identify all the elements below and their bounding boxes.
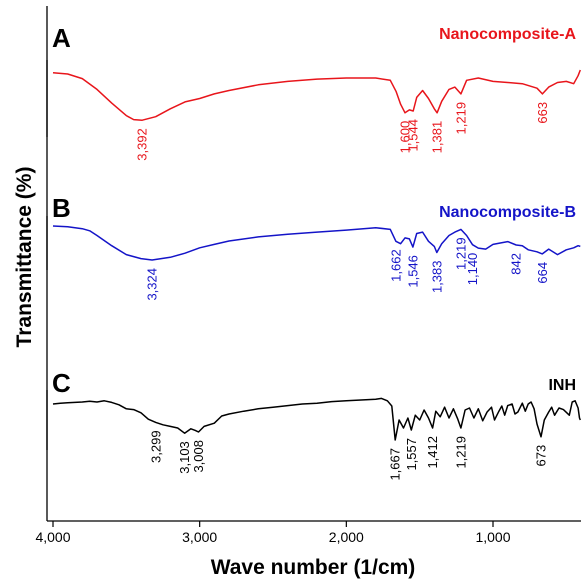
- peak-label: 1,546: [405, 255, 420, 288]
- panel-letter: C: [52, 368, 71, 398]
- peak-label: 3,392: [135, 128, 150, 161]
- peak-label: 3,008: [191, 440, 206, 473]
- peak-label: 1,662: [388, 249, 403, 282]
- series-name: INH: [548, 377, 576, 394]
- peak-label: 842: [509, 253, 524, 275]
- panel-b: B Nanocomposite-B 3,324 1,662 1,546 1,383 1,21…: [46, 193, 581, 301]
- x-tick-label: 3,000: [182, 529, 217, 545]
- series-line-b: [52, 225, 581, 261]
- peak-label: 663: [535, 102, 550, 124]
- series-name: Nanocomposite-A: [439, 26, 576, 43]
- peak-label: 3,324: [145, 268, 160, 301]
- plot-frame: [46, 6, 581, 522]
- peak-label: 1,381: [430, 121, 445, 154]
- x-tick-label: 4,000: [35, 529, 70, 545]
- peak-label: 1,412: [425, 436, 440, 469]
- x-tick-label: 2,000: [329, 529, 364, 545]
- peak-label: 1,140: [465, 253, 480, 286]
- peak-label: 1,600: [398, 121, 413, 154]
- peak-label: 1,219: [453, 237, 468, 270]
- panel-letter: B: [52, 193, 71, 223]
- peak-label: 3,103: [177, 441, 192, 474]
- peak-label: 3,299: [148, 430, 163, 463]
- peak-label: 664: [535, 262, 550, 284]
- series-line-c: [52, 397, 581, 441]
- peak-label: 1,219: [453, 102, 468, 135]
- peak-label: 673: [534, 445, 549, 467]
- peak-label: 1,557: [404, 438, 419, 471]
- series-name: Nanocomposite-B: [439, 204, 576, 221]
- series-line-a: [52, 69, 581, 121]
- peak-label: 1,383: [429, 261, 444, 294]
- peak-label: 1,219: [453, 436, 468, 469]
- panel-letter: A: [52, 23, 71, 53]
- y-axis-title: Transmittance (%): [13, 167, 36, 348]
- x-tick-label: 1,000: [475, 529, 510, 545]
- peak-label: 1,544: [406, 119, 421, 152]
- x-axis-title: Wave number (1/cm): [211, 556, 416, 579]
- x-axis: 4,000 3,000 2,000 1,000: [35, 521, 511, 545]
- peak-label: 1,667: [388, 448, 403, 481]
